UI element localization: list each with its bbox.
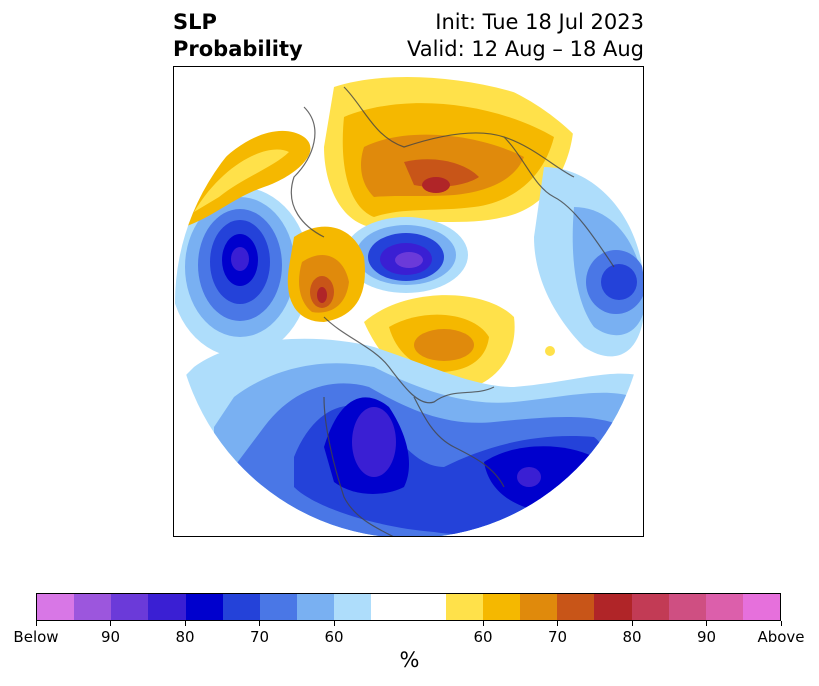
colorbar-tick-label: 90 xyxy=(696,628,717,646)
coastlines xyxy=(290,86,615,536)
map-title-left: SLP Probability xyxy=(173,10,303,61)
colorbar-segment xyxy=(482,594,521,620)
colorbar-segment xyxy=(668,594,706,620)
colorbar-tickmark xyxy=(706,621,707,626)
colorbar-tick-label: 60 xyxy=(473,628,493,646)
colorbar-segment xyxy=(742,594,781,620)
colorbar-segment xyxy=(297,594,335,620)
polar-below-anomaly xyxy=(344,217,468,293)
polar-map xyxy=(173,66,644,537)
init-date-label: Init: Tue 18 Jul 2023 xyxy=(435,10,644,34)
colorbar-segment xyxy=(148,594,186,620)
colorbar-segment xyxy=(557,594,595,620)
colorbar-segment xyxy=(705,594,743,620)
colorbar-segment xyxy=(74,594,112,620)
colorbar-tick-label: 70 xyxy=(547,628,568,646)
colorbar-tickmark xyxy=(259,621,260,626)
colorbar-tickmark xyxy=(482,621,484,626)
colorbar-segment xyxy=(631,594,669,620)
colorbar-segment xyxy=(37,594,75,620)
colorbar-tickmark xyxy=(110,621,111,626)
eurasia-below-anomaly xyxy=(534,167,643,357)
alaska-above-anomaly xyxy=(184,130,311,227)
colorbar xyxy=(36,593,781,621)
colorbar-segment xyxy=(520,594,558,620)
map-canvas xyxy=(175,68,643,536)
colorbar-tick-label: 80 xyxy=(175,628,195,646)
west-above-anomaly xyxy=(287,226,365,322)
colorbar-tickmark xyxy=(333,621,335,626)
colorbar-segment xyxy=(594,594,632,620)
colorbar-tick-label: 60 xyxy=(324,628,344,646)
colorbar-tickmark xyxy=(631,621,633,626)
arctic-above-anomaly xyxy=(324,77,574,229)
colorbar-tick-label: 90 xyxy=(100,628,121,646)
colorbar-segment xyxy=(371,594,409,620)
colorbar-segment xyxy=(111,594,149,620)
valid-range-label: Valid: 12 Aug – 18 Aug xyxy=(406,37,644,61)
colorbar-segment xyxy=(259,594,298,620)
colorbar-tick-label: 70 xyxy=(249,628,270,646)
north-america-below-anomaly xyxy=(175,338,643,536)
colorbar-tick-label: Above xyxy=(757,628,805,646)
colorbar-segment xyxy=(185,594,223,620)
colorbar-segment xyxy=(334,594,372,620)
colorbar-tickmark xyxy=(35,621,37,626)
colorbar-tickmark xyxy=(557,621,558,626)
colorbar-tickmark xyxy=(184,621,186,626)
colorbar-tick-label: 80 xyxy=(622,628,642,646)
colorbar-segment xyxy=(408,594,446,620)
colorbar-label: % xyxy=(399,648,420,672)
colorbar-tickmark xyxy=(780,621,782,626)
map-title-right: Init: Tue 18 Jul 2023 Valid: 12 Aug – 18… xyxy=(407,9,644,63)
colorbar-tick-label: Below xyxy=(13,628,59,646)
colorbar-segment xyxy=(445,594,483,620)
colorbar-segment xyxy=(222,594,260,620)
pacific-below-anomaly xyxy=(175,187,310,357)
